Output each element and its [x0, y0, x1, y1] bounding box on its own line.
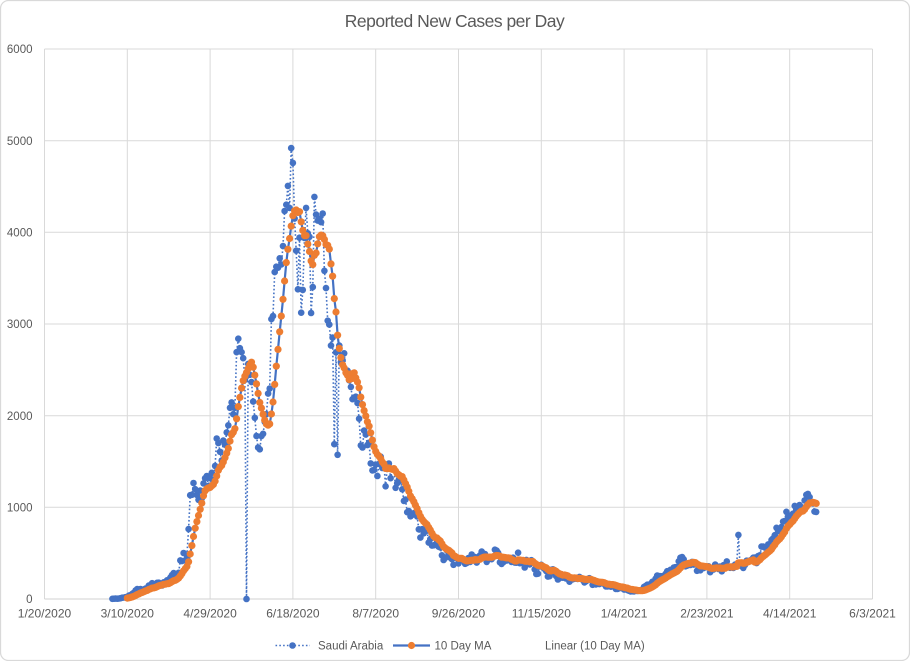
svg-text:6/18/2020: 6/18/2020	[266, 607, 320, 621]
svg-text:2000: 2000	[7, 411, 33, 423]
svg-text:2/23/2021: 2/23/2021	[680, 607, 734, 621]
svg-text:1/4/2021: 1/4/2021	[601, 607, 648, 621]
svg-text:Linear (10 Day MA): Linear (10 Day MA)	[545, 641, 645, 653]
svg-text:3000: 3000	[7, 319, 33, 331]
svg-text:11/15/2020: 11/15/2020	[512, 607, 571, 621]
svg-text:5000: 5000	[7, 136, 33, 148]
svg-text:6/3/2021: 6/3/2021	[849, 607, 896, 621]
svg-text:4/29/2020: 4/29/2020	[183, 607, 237, 621]
svg-text:0: 0	[26, 594, 32, 606]
svg-text:3/10/2020: 3/10/2020	[101, 607, 155, 621]
svg-text:Reported New Cases per Day: Reported New Cases per Day	[345, 11, 565, 31]
svg-text:1/20/2020: 1/20/2020	[18, 607, 72, 621]
svg-text:Saudi Arabia: Saudi Arabia	[318, 641, 384, 653]
svg-text:6000: 6000	[7, 44, 33, 56]
svg-text:10 Day MA: 10 Day MA	[435, 641, 492, 653]
svg-text:4/14/2021: 4/14/2021	[763, 607, 817, 621]
svg-text:8/7/2020: 8/7/2020	[352, 607, 399, 621]
svg-text:9/26/2020: 9/26/2020	[432, 607, 486, 621]
svg-text:4000: 4000	[7, 227, 33, 239]
svg-text:1000: 1000	[7, 502, 33, 514]
